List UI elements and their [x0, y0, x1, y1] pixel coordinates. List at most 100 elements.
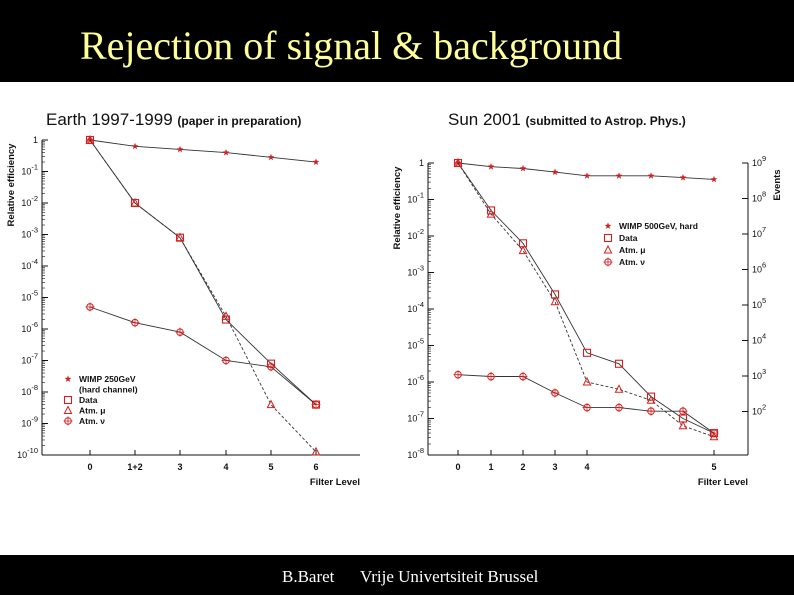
sun-legend-entry: WIMP 500GeV, hard	[619, 221, 698, 231]
sun-y2-axis-label: Events	[772, 169, 783, 200]
right-panel-title: Sun 2001 (submitted to Astrop. Phys.)	[448, 110, 686, 130]
sun-xtick-label: 3	[552, 462, 557, 472]
earth-legend-entry: WIMP 250GeV	[79, 374, 136, 384]
earth-ytick-label: 10-5	[21, 289, 38, 303]
sun-legend-marker	[603, 233, 613, 243]
earth-series-line	[89, 139, 317, 163]
sun-xtick-label: 4	[584, 462, 589, 472]
right-panel-heading: Sun 2001	[448, 110, 521, 129]
earth-legend-marker	[63, 416, 73, 426]
sun-point	[710, 175, 718, 183]
sun-y2tick-label: 106	[752, 261, 766, 275]
sun-point	[647, 172, 655, 179]
sun-ytick-label: 1	[419, 158, 424, 168]
sun-point	[709, 428, 719, 438]
earth-point	[221, 356, 231, 365]
sun-legend-marker	[603, 244, 613, 254]
sun-xtick-label: 2	[520, 462, 525, 472]
earth-legend-marker	[64, 375, 72, 382]
sun-point	[486, 372, 496, 382]
sun-ytick-label: 10-2	[407, 227, 424, 241]
earth-legend-entry: Atm. μ	[79, 406, 105, 416]
sun-x-axis-label: Filter Level	[698, 477, 748, 488]
sun-point	[679, 174, 687, 181]
earth-point	[222, 149, 230, 156]
earth-legend-marker	[63, 405, 73, 414]
earth-xtick-label: 6	[313, 462, 318, 472]
earth-point	[266, 399, 276, 409]
left-panel-heading: Earth 1997-1999	[46, 110, 173, 129]
sun-point	[646, 395, 656, 404]
sun-point	[454, 159, 462, 166]
earth-series-line	[89, 139, 317, 453]
earth-point	[311, 400, 321, 410]
sun-chart: 1 10-1 10-2 10-3 10-4 10-5 10-6 10-7 10-8 109 108 1…	[392, 154, 783, 488]
earth-point	[176, 145, 184, 153]
earth-ytick-label: 10-7	[21, 352, 38, 366]
earth-legend-entry: Atm. ν	[79, 416, 105, 426]
sun-point	[518, 372, 528, 382]
earth-point	[221, 311, 231, 320]
sun-series-line	[457, 162, 715, 438]
earth-xtick-label: 3	[177, 462, 182, 472]
sun-point	[678, 420, 688, 430]
earth-point	[312, 158, 320, 165]
sun-point	[453, 157, 463, 167]
earth-xtick-label: 5	[268, 462, 273, 472]
sun-point	[486, 209, 496, 218]
sun-point	[551, 168, 559, 175]
sun-xtick-label: 1	[488, 462, 493, 472]
sun-point	[678, 406, 688, 416]
earth-ytick-label: 10-10	[17, 446, 38, 460]
sun-legend-entry: Atm. μ	[619, 245, 645, 255]
content-area	[0, 82, 794, 555]
earth-legend-entry: (hard channel)	[79, 385, 138, 395]
earth-point	[86, 136, 94, 143]
earth-point	[130, 197, 140, 207]
earth-ytick-label: 10-3	[21, 226, 38, 240]
sun-ytick-label: 10-6	[407, 373, 424, 387]
earth-ytick-label: 10-6	[21, 320, 38, 334]
right-panel-note: (submitted to Astrop. Phys.)	[525, 114, 686, 128]
earth-y-axis-label: Relative efficiency	[6, 143, 17, 227]
sun-ytick-label: 10-8	[407, 446, 424, 460]
earth-point	[175, 232, 185, 242]
sun-y-axis-label: Relative efficiency	[392, 166, 403, 250]
sun-legend-entry: Atm. ν	[619, 257, 645, 267]
sun-legend-marker	[603, 257, 613, 267]
earth-point	[266, 362, 276, 372]
slide-title: Rejection of signal & background	[80, 23, 623, 68]
sun-point	[583, 172, 591, 179]
footer-author: B.Baret	[282, 567, 335, 586]
sun-point	[487, 163, 495, 170]
sun-xtick-label: 5	[711, 462, 716, 472]
sun-point	[615, 172, 623, 179]
earth-ytick-label: 1	[33, 135, 38, 145]
sun-point	[582, 403, 592, 413]
earth-series-line	[89, 139, 317, 405]
sun-point	[614, 403, 624, 413]
sun-y2tick-label: 102	[752, 403, 766, 417]
earth-point	[130, 318, 140, 328]
sun-point	[453, 370, 463, 380]
earth-point	[175, 327, 185, 337]
earth-point	[267, 153, 275, 161]
earth-series-line	[89, 306, 317, 405]
sun-y2tick-label: 103	[752, 367, 766, 381]
sun-point	[518, 245, 528, 255]
sun-point	[582, 348, 592, 357]
footer-institution: Vrije Univertsiteit Brussel	[360, 567, 539, 586]
earth-point	[131, 142, 139, 150]
earth-legend-entry: Data	[79, 395, 98, 405]
sun-ytick-label: 10-5	[407, 337, 424, 351]
earth-ytick-label: 10-4	[21, 257, 38, 271]
earth-xtick-label: 4	[223, 462, 228, 472]
left-panel-note: (paper in preparation)	[177, 114, 302, 128]
charts-canvas: 1 10-1 10-2 10-3 10-4 10-5 10-6 10-7 10-8 10-9 10-…	[6, 134, 783, 488]
sun-point	[550, 388, 560, 398]
sun-point	[646, 406, 656, 416]
earth-ytick-label: 10-2	[21, 194, 38, 208]
sun-series-line	[457, 162, 715, 434]
earth-point	[85, 302, 95, 312]
